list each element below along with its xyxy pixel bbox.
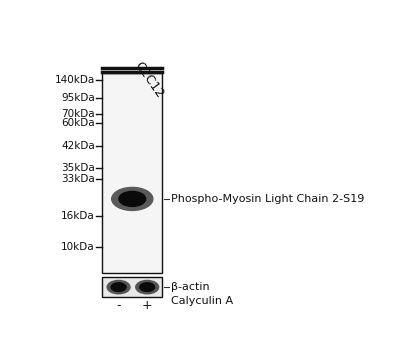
Ellipse shape bbox=[107, 280, 130, 294]
Text: 70kDa: 70kDa bbox=[61, 109, 95, 119]
Text: 95kDa: 95kDa bbox=[61, 93, 95, 103]
Text: -: - bbox=[116, 299, 121, 312]
Text: +: + bbox=[142, 299, 152, 312]
Text: 35kDa: 35kDa bbox=[61, 163, 95, 173]
Ellipse shape bbox=[119, 191, 146, 206]
Text: C2C12: C2C12 bbox=[132, 59, 167, 100]
Ellipse shape bbox=[140, 283, 154, 292]
Text: β-actin: β-actin bbox=[171, 282, 209, 292]
Text: 16kDa: 16kDa bbox=[61, 211, 95, 220]
Text: 42kDa: 42kDa bbox=[61, 141, 95, 151]
Text: 60kDa: 60kDa bbox=[61, 118, 95, 128]
Ellipse shape bbox=[136, 280, 159, 294]
Text: 140kDa: 140kDa bbox=[55, 75, 95, 85]
Ellipse shape bbox=[111, 283, 126, 292]
Text: 33kDa: 33kDa bbox=[61, 174, 95, 184]
Ellipse shape bbox=[112, 187, 153, 210]
Text: 10kDa: 10kDa bbox=[61, 242, 95, 252]
Text: Phospho-Myosin Light Chain 2-S19: Phospho-Myosin Light Chain 2-S19 bbox=[171, 194, 364, 204]
Bar bbox=[103, 73, 162, 273]
Bar bbox=[103, 277, 162, 298]
Text: Calyculin A: Calyculin A bbox=[171, 296, 233, 306]
